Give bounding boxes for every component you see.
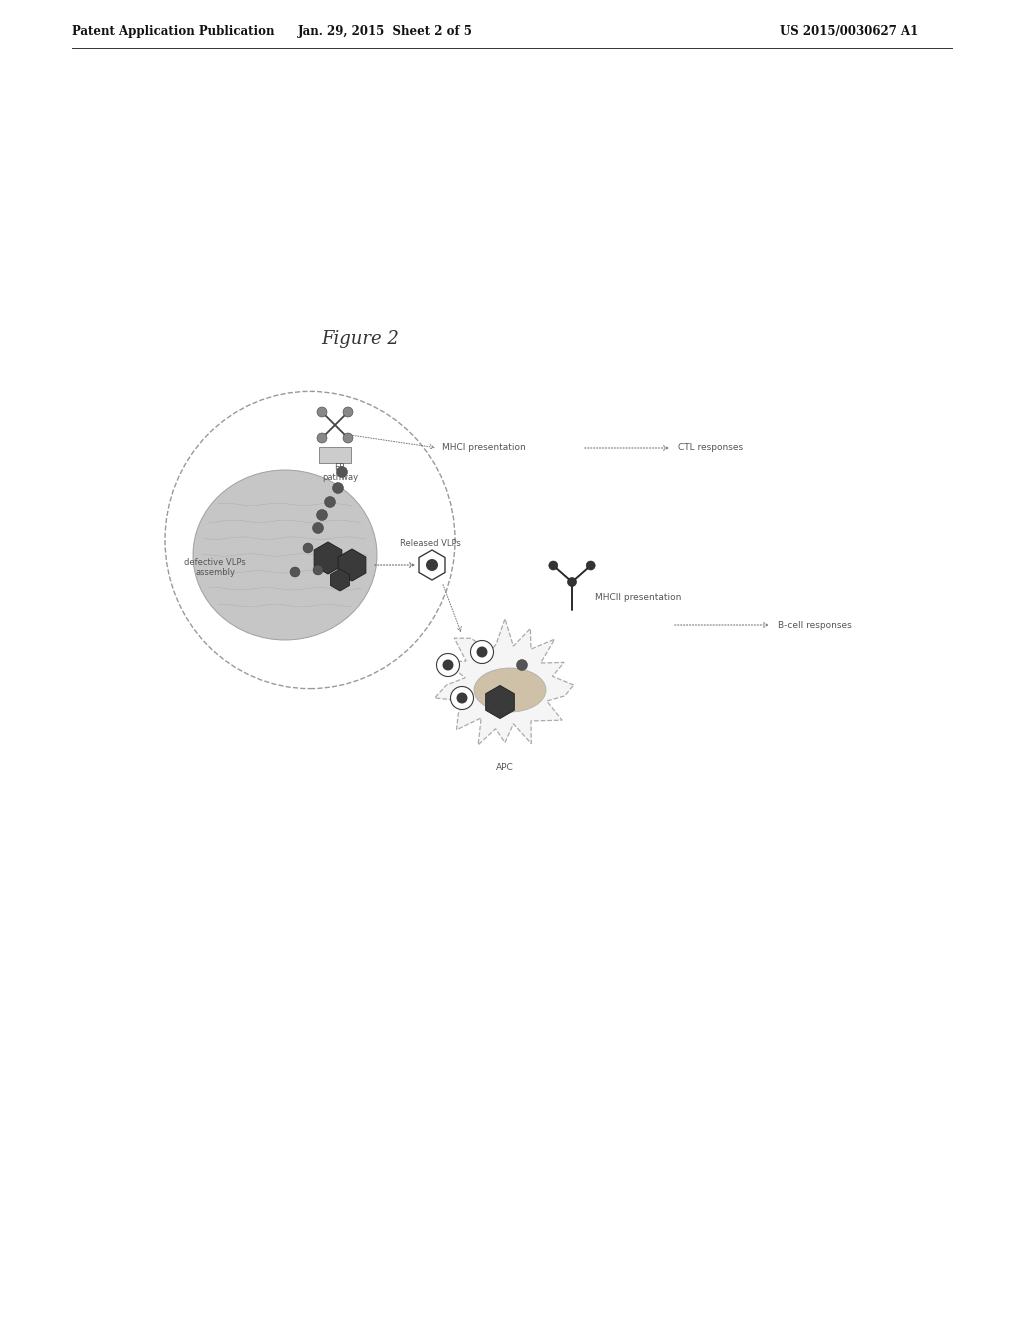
Circle shape — [343, 407, 353, 417]
Circle shape — [337, 466, 347, 478]
Circle shape — [426, 558, 438, 572]
Text: MHCI presentation: MHCI presentation — [442, 444, 525, 453]
Text: MHCII presentation: MHCII presentation — [595, 594, 681, 602]
Circle shape — [442, 660, 454, 671]
Circle shape — [343, 433, 353, 444]
Circle shape — [470, 640, 494, 664]
Ellipse shape — [193, 470, 377, 640]
Circle shape — [317, 433, 327, 444]
Circle shape — [303, 543, 313, 553]
Text: Jan. 29, 2015  Sheet 2 of 5: Jan. 29, 2015 Sheet 2 of 5 — [298, 25, 472, 38]
Circle shape — [516, 660, 527, 671]
Circle shape — [330, 450, 341, 461]
Polygon shape — [419, 550, 445, 579]
Circle shape — [586, 561, 595, 570]
Circle shape — [325, 496, 336, 507]
Circle shape — [290, 568, 300, 577]
Ellipse shape — [474, 668, 546, 711]
Circle shape — [567, 578, 577, 586]
Text: Figure 2: Figure 2 — [322, 330, 399, 348]
Text: CTL responses: CTL responses — [678, 444, 743, 453]
Circle shape — [451, 686, 473, 710]
Bar — [319, 447, 351, 463]
Circle shape — [316, 510, 328, 520]
Text: Released VLPs: Released VLPs — [400, 539, 461, 548]
Circle shape — [549, 561, 558, 570]
Circle shape — [457, 693, 468, 704]
Text: defective VLPs
assembly: defective VLPs assembly — [184, 558, 246, 577]
Text: APC: APC — [496, 763, 514, 772]
Circle shape — [317, 407, 327, 417]
Circle shape — [333, 483, 343, 494]
Polygon shape — [434, 619, 573, 744]
Circle shape — [476, 647, 487, 657]
Text: Patent Application Publication: Patent Application Publication — [72, 25, 274, 38]
Text: ER
pathway: ER pathway — [322, 463, 358, 482]
Text: B-cell responses: B-cell responses — [778, 620, 852, 630]
Polygon shape — [314, 543, 342, 574]
Text: US 2015/0030627 A1: US 2015/0030627 A1 — [780, 25, 919, 38]
Circle shape — [436, 653, 460, 676]
Circle shape — [313, 565, 323, 576]
Polygon shape — [331, 569, 349, 591]
Circle shape — [312, 523, 324, 533]
Polygon shape — [338, 549, 366, 581]
Polygon shape — [485, 685, 514, 718]
